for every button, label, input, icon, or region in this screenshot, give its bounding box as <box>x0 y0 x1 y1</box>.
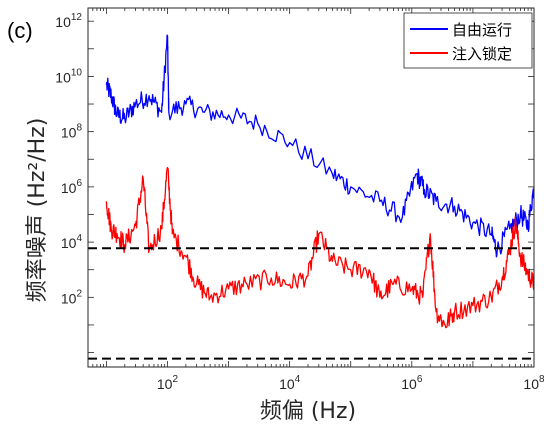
legend-label-free-running: 自由运行 <box>452 21 512 39</box>
y-tick-label: 104 <box>61 233 83 251</box>
x-tick-labels: 102 104 106 108 <box>157 374 544 392</box>
series-line-1 <box>105 166 534 329</box>
y-tick-exp: 4 <box>76 233 82 244</box>
panel-label: (c) <box>7 18 33 43</box>
x-tick-base: 10 <box>157 376 173 392</box>
x-tick-exp: 8 <box>539 374 544 385</box>
x-tick-label: 102 <box>157 374 179 392</box>
reference-lines <box>88 247 534 360</box>
x-tick-label: 108 <box>523 374 544 392</box>
y-tick-exp: 10 <box>71 67 83 78</box>
x-tick-exp: 2 <box>172 374 178 385</box>
y-tick-label: 108 <box>61 123 83 141</box>
y-tick-base: 10 <box>61 235 77 251</box>
x-tick-label: 106 <box>401 374 423 392</box>
y-tick-exp: 2 <box>76 288 82 299</box>
y-tick-exp: 12 <box>71 12 83 23</box>
series-layer <box>105 34 534 329</box>
legend-box <box>403 12 533 69</box>
series-line-0 <box>105 34 534 258</box>
y-tick-base: 10 <box>61 290 77 306</box>
y-tick-exp: 6 <box>76 178 82 189</box>
y-axis-label: 频率噪声 (Hz²/Hz) <box>25 118 50 303</box>
x-tick-base: 10 <box>279 376 295 392</box>
y-tick-exp: 8 <box>76 123 82 134</box>
y-tick-label: 1012 <box>55 12 82 30</box>
x-tick-label: 104 <box>279 374 301 392</box>
x-tick-exp: 6 <box>417 374 423 385</box>
plot-frame <box>87 7 535 368</box>
y-tick-label: 1010 <box>55 67 82 85</box>
x-tick-base: 10 <box>401 376 417 392</box>
y-tick-base: 10 <box>61 180 77 196</box>
y-tick-label: 102 <box>61 288 83 306</box>
x-axis-label: 频偏 (Hz) <box>260 399 356 424</box>
tick-marks <box>87 8 535 367</box>
x-tick-exp: 4 <box>295 374 301 385</box>
y-tick-label: 106 <box>61 178 83 196</box>
y-tick-base: 10 <box>61 125 77 141</box>
legend-label-injection-locked: 注入锁定 <box>452 45 512 63</box>
x-tick-base: 10 <box>523 376 539 392</box>
y-tick-base: 10 <box>55 14 71 30</box>
legend: 自由运行 注入锁定 <box>403 12 533 69</box>
y-tick-base: 10 <box>55 69 71 85</box>
